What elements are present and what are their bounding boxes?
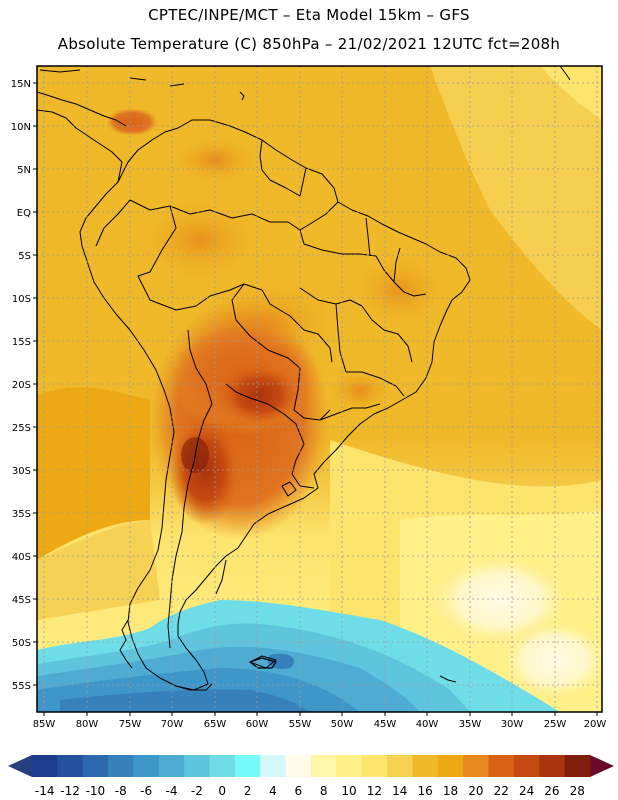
- lat-label: 25S: [12, 423, 31, 434]
- lat-label: 30S: [12, 466, 31, 477]
- lon-label: 85W: [33, 719, 56, 730]
- colorbar-tick-label: 26: [544, 784, 559, 798]
- colorbar: -14 -12 -10 -8 -6 -4 -2 0 2 4 6 8 10 12 14 16 18 20 22 24 26…: [8, 755, 614, 798]
- colorbar-swatch: [513, 755, 540, 777]
- colorbar-swatch: [158, 755, 185, 777]
- lat-label: 10N: [11, 122, 31, 133]
- colorbar-swatch: [108, 755, 134, 777]
- colorbar-tick-label: 14: [392, 784, 407, 798]
- colorbar-swatch: [387, 755, 413, 777]
- map-title-line2: Absolute Temperature (C) 850hPa – 21/02/…: [57, 35, 561, 53]
- lon-label: 75W: [119, 719, 142, 730]
- colorbar-tick-label: 28: [570, 784, 585, 798]
- latitude-labels: 15N 10N 5N EQ 5S 10S 15S 20S 25S 30S 35S…: [11, 79, 31, 692]
- colorbar-swatch: [285, 755, 312, 777]
- colorbar-swatch: [539, 755, 566, 777]
- colorbar-tick-label: -10: [86, 784, 106, 798]
- colorbar-tick-label: 24: [519, 784, 534, 798]
- colorbar-tick-label: 10: [341, 784, 356, 798]
- lat-label: 5N: [17, 165, 31, 176]
- colorbar-swatch: [184, 755, 211, 777]
- central-america-coastline: [37, 109, 123, 183]
- borders: [95, 139, 339, 649]
- lon-label: 45W: [374, 719, 397, 730]
- colorbar-swatch: [32, 755, 58, 777]
- lon-label: 30W: [501, 719, 524, 730]
- colorbar-swatch: [234, 755, 261, 777]
- lat-label: 40S: [12, 552, 31, 563]
- colorbar-tick-label: 0: [218, 784, 226, 798]
- colorbar-tick-label: -2: [191, 784, 203, 798]
- colorbar-swatch: [311, 755, 337, 777]
- colorbar-under-arrow: [8, 755, 32, 777]
- colorbar-swatch: [361, 755, 388, 777]
- lat-label: 10S: [12, 294, 31, 305]
- colorbar-tick-label: 20: [468, 784, 483, 798]
- pale-region-atlantic: [430, 555, 570, 645]
- lon-label: 65W: [204, 719, 227, 730]
- lat-label: 15S: [12, 337, 31, 348]
- lat-label: 35S: [12, 509, 31, 520]
- colorbar-tick-label: 2: [244, 784, 252, 798]
- colorbar-tick-label: 22: [494, 784, 509, 798]
- colorbar-swatch: [412, 755, 439, 777]
- lon-label: 60W: [246, 719, 269, 730]
- colorbar-tick-label: 18: [443, 784, 458, 798]
- colorbar-swatch: [209, 755, 236, 777]
- coastlines-and-borders: [37, 66, 571, 691]
- colorbar-tick-label: -12: [60, 784, 80, 798]
- longitude-labels: 85W 80W 75W 70W 65W 60W 55W 50W 45W 40W …: [33, 719, 607, 730]
- temperature-field-northeast: [430, 66, 602, 330]
- lon-label: 70W: [161, 719, 184, 730]
- lat-label: 55S: [12, 681, 31, 692]
- colorbar-swatch: [82, 755, 109, 777]
- map-frame: [36, 65, 603, 713]
- lat-label: 5S: [18, 251, 31, 262]
- lon-label: 40W: [416, 719, 439, 730]
- colorbar-swatch: [336, 755, 363, 777]
- colorbar-swatch: [133, 755, 160, 777]
- colorbar-tick-label: 8: [320, 784, 328, 798]
- colorbar-tick-label: 16: [417, 784, 432, 798]
- colorbar-tick-label: -4: [166, 784, 178, 798]
- colorbar-tick-label: 6: [294, 784, 302, 798]
- colorbar-swatch: [57, 755, 84, 777]
- lat-label: 15N: [11, 79, 31, 90]
- colorbar-swatch: [488, 755, 515, 777]
- map-title-line1: CPTEC/INPE/MCT – Eta Model 15km – GFS: [148, 6, 470, 24]
- colorbar-swatch: [437, 755, 464, 777]
- hot-core-inner: [170, 415, 240, 525]
- lon-label: 80W: [76, 719, 99, 730]
- lat-label: 50S: [12, 638, 31, 649]
- lat-label: 45S: [12, 595, 31, 606]
- lat-label: 20S: [12, 380, 31, 391]
- lat-label: EQ: [17, 208, 31, 219]
- lon-label: 35W: [459, 719, 482, 730]
- gridlines: [37, 66, 602, 712]
- colorbar-tick-label: -8: [115, 784, 127, 798]
- colorbar-tick-label: -6: [140, 784, 152, 798]
- lon-label: 50W: [331, 719, 354, 730]
- south-america-coastline: [79, 119, 471, 691]
- lon-label: 55W: [289, 719, 312, 730]
- map-panel: [37, 66, 602, 712]
- lon-label: 20W: [584, 719, 607, 730]
- colorbar-tick-label: 12: [367, 784, 382, 798]
- colorbar-tick-label: -14: [35, 784, 55, 798]
- colorbar-swatch: [463, 755, 490, 777]
- colorbar-swatch: [564, 755, 591, 777]
- lon-label: 25W: [544, 719, 567, 730]
- colorbar-over-arrow: [590, 755, 614, 777]
- colorbar-swatch: [260, 755, 287, 777]
- colorbar-tick-label: 4: [269, 784, 277, 798]
